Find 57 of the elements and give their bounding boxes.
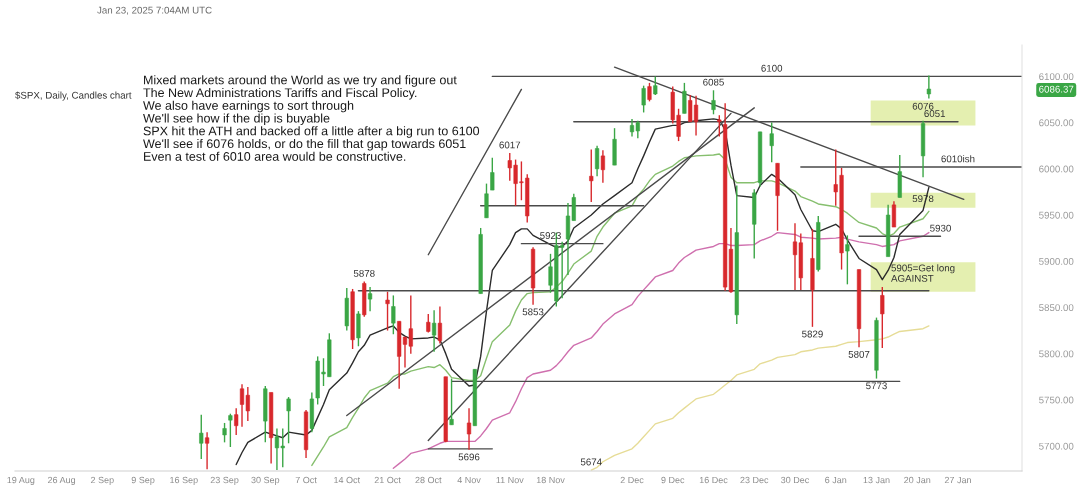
- y-tick-label: 5950.00: [1039, 211, 1074, 219]
- annotation: 6051: [924, 110, 946, 117]
- x-tick-label: 4 Nov: [457, 476, 481, 484]
- annotation: Even a test of 6010 area would be constructive.: [144, 151, 406, 161]
- x-tick-label: 2 Dec: [620, 476, 644, 484]
- annotation: We'll see how if the dip is buyable: [143, 113, 330, 126]
- annotation: 6017: [499, 141, 521, 149]
- annotation: We also have earnings to sort through: [143, 100, 354, 113]
- annotation: SPX hit the ATH and backed off a little after a big run to 6100: [143, 126, 480, 138]
- x-tick-label: 28 Oct: [415, 476, 442, 484]
- band-label: 6076: [912, 102, 934, 110]
- annotation: 5829: [802, 330, 823, 338]
- y-tick-label: 6086.37: [1039, 85, 1074, 93]
- y-tick-label: 6050.00: [1039, 119, 1074, 127]
- x-tick-label: 23 Sep: [210, 476, 239, 485]
- x-tick-label: 11 Nov: [496, 476, 524, 484]
- y-tick-label: 6000.00: [1039, 165, 1074, 173]
- x-tick-label: 18 Nov: [536, 476, 565, 484]
- annotation: The New Administrations Tariffs and Fiscal Policy.: [143, 87, 417, 100]
- annotation: 6010ish: [941, 155, 975, 163]
- annotation: 5773: [866, 382, 887, 390]
- x-tick-label: 27 Jan: [944, 476, 971, 484]
- x-tick-label: 30 Sep: [251, 476, 280, 485]
- x-tick-label: 30 Dec: [781, 476, 810, 484]
- x-tick-label: 23 Dec: [740, 476, 769, 484]
- chart-title: Jan 23, 2025 7:04AM UTC: [97, 6, 212, 15]
- y-tick-label: 6100.00: [1039, 73, 1074, 81]
- annotation: 5674: [580, 458, 602, 466]
- x-tick-label: 14 Oct: [334, 476, 361, 484]
- x-tick-label: 13 Jan: [863, 476, 890, 484]
- y-tick-label: 5900.00: [1039, 257, 1074, 265]
- y-tick-label: 5700.00: [1039, 442, 1074, 450]
- x-tick-label: 26 Aug: [47, 476, 76, 485]
- x-tick-label: 19 Aug: [7, 476, 35, 485]
- annotation: 5853: [522, 308, 544, 316]
- annotation: 6085: [703, 78, 724, 86]
- annotation: 6100: [761, 64, 783, 72]
- y-tick-label: 5800.00: [1039, 350, 1074, 358]
- x-tick-label: 21 Oct: [374, 476, 401, 484]
- x-tick-label: 7 Oct: [295, 476, 317, 484]
- annotation: 5878: [353, 269, 375, 277]
- band-label: 5905=Get long AGAINST: [891, 264, 955, 282]
- y-tick-label: 5750.00: [1039, 396, 1074, 404]
- x-tick-label: 9 Dec: [661, 476, 685, 484]
- annotation: 5696: [458, 453, 480, 461]
- x-tick-label: 9 Sep: [131, 476, 155, 485]
- annotation: We'll see if 6076 holds, or do the fill that gap towards 6051: [143, 138, 466, 151]
- annotation: 5930: [930, 224, 951, 232]
- x-tick-label: 6 Jan: [825, 476, 847, 484]
- annotation: Mixed markets around the World as we try and figure out: [144, 75, 457, 87]
- x-tick-label: 16 Dec: [699, 476, 728, 484]
- x-tick-label: 20 Jan: [904, 476, 931, 484]
- x-tick-label: 16 Sep: [170, 476, 198, 485]
- x-tick-label: 2 Sep: [90, 476, 114, 485]
- text: $SPX, Daily, Candles chart: [15, 91, 132, 101]
- y-tick-label: 5850.00: [1039, 304, 1074, 312]
- annotation: 5807: [848, 350, 870, 358]
